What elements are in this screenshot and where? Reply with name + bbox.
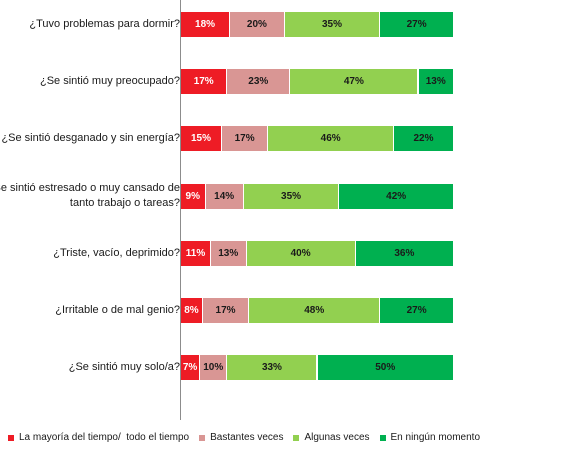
data-label: 8%: [184, 305, 199, 316]
legend-label: Bastantes veces: [210, 432, 284, 443]
data-label: 35%: [281, 190, 302, 202]
data-label: 47%: [343, 76, 364, 88]
bar-segment: 17%: [181, 69, 228, 95]
category-label: ¿Se sintió desganado y sin energía?: [1, 132, 180, 145]
bar-segment: 7%: [181, 355, 201, 381]
legend-swatch: [293, 434, 300, 441]
data-label: 23%: [248, 76, 269, 88]
bar-segment: 48%: [249, 298, 381, 323]
data-label: 36%: [394, 247, 415, 259]
data-label: 40%: [290, 247, 311, 259]
legend-item: En ningún momento: [379, 432, 481, 443]
data-label: 15%: [190, 133, 211, 145]
bar-segment: 14%: [205, 183, 244, 209]
data-label: 14%: [214, 190, 235, 202]
data-label: 10%: [203, 362, 224, 374]
bar-segment: 11%: [181, 240, 212, 266]
bar-segment: 10%: [200, 355, 228, 381]
data-label: 27%: [406, 19, 427, 30]
data-label: 13%: [218, 247, 239, 259]
bar-segment: 35%: [243, 183, 340, 209]
category-label: ¿Tuvo problemas para dormir?: [29, 18, 180, 30]
category-label: ¿Se sintió muy preocupado?: [39, 75, 180, 88]
bar-segment: 13%: [418, 69, 454, 95]
bar-segment: 17%: [202, 298, 250, 323]
legend-label: En ningún momento: [390, 432, 481, 443]
data-label: 13%: [425, 76, 446, 88]
bar-segment: 36%: [355, 240, 454, 266]
data-label: 35%: [322, 19, 343, 30]
bar-segment: 18%: [181, 12, 231, 37]
bar-segment: 33%: [227, 355, 318, 381]
bar-segment: 15%: [181, 126, 222, 152]
bar-segment: 46%: [268, 126, 394, 152]
data-label: 46%: [320, 133, 341, 145]
legend-swatch: [8, 434, 14, 441]
legend: La mayoría del tiempo/ todo el tiempo Bas…: [8, 432, 490, 443]
data-label: 42%: [386, 190, 407, 202]
bar-segment: 50%: [317, 355, 454, 381]
data-label: 9%: [185, 190, 200, 202]
category-label: ¿Triste, vacío, deprimido?: [53, 246, 180, 259]
data-label: 7%: [182, 362, 198, 374]
bar-segment: 47%: [290, 69, 419, 95]
bar-segment: 20%: [230, 12, 285, 37]
data-label: 33%: [261, 362, 282, 374]
bar-segment: 42%: [339, 183, 454, 209]
data-label: 17%: [193, 76, 214, 88]
legend-item: Bastantes veces: [199, 432, 283, 443]
bar-segment: 40%: [246, 240, 356, 266]
data-label: 18%: [195, 19, 216, 30]
data-label: 27%: [406, 305, 427, 316]
data-label: 11%: [185, 247, 206, 259]
bar-segment: 35%: [284, 12, 381, 37]
data-label: 50%: [375, 362, 396, 374]
category-axis-line: [180, 0, 181, 420]
data-label: 20%: [246, 19, 267, 30]
legend-label: La mayoría del tiempo/ todo el tiempo: [19, 432, 190, 443]
data-label: 17%: [234, 133, 255, 145]
bar-segment: 23%: [227, 69, 291, 95]
bar-segment: 13%: [211, 240, 247, 266]
bar-segment: 27%: [380, 298, 454, 323]
legend-swatch: [199, 434, 206, 441]
data-label: 48%: [304, 305, 325, 316]
bar-segment: 8%: [181, 298, 203, 323]
bar-segment: 27%: [380, 12, 454, 37]
bar-segment: 9%: [181, 183, 206, 209]
data-label: 22%: [413, 133, 434, 145]
category-label: ¿Irritable o de mal genio?: [55, 304, 180, 316]
legend-swatch: [379, 434, 386, 441]
category-label: ¿Se sintió muy solo/a?: [68, 361, 180, 374]
legend-label: Algunas veces: [304, 432, 370, 443]
data-label: 17%: [215, 305, 236, 316]
legend-item: Algunas veces: [293, 432, 370, 443]
bar-segment: 22%: [393, 126, 454, 152]
legend-item: La mayoría del tiempo/ todo el tiempo: [8, 432, 189, 443]
bar-segment: 17%: [221, 126, 269, 152]
category-label: ¿Se sintió estresado o muy cansado de ta…: [0, 182, 180, 210]
